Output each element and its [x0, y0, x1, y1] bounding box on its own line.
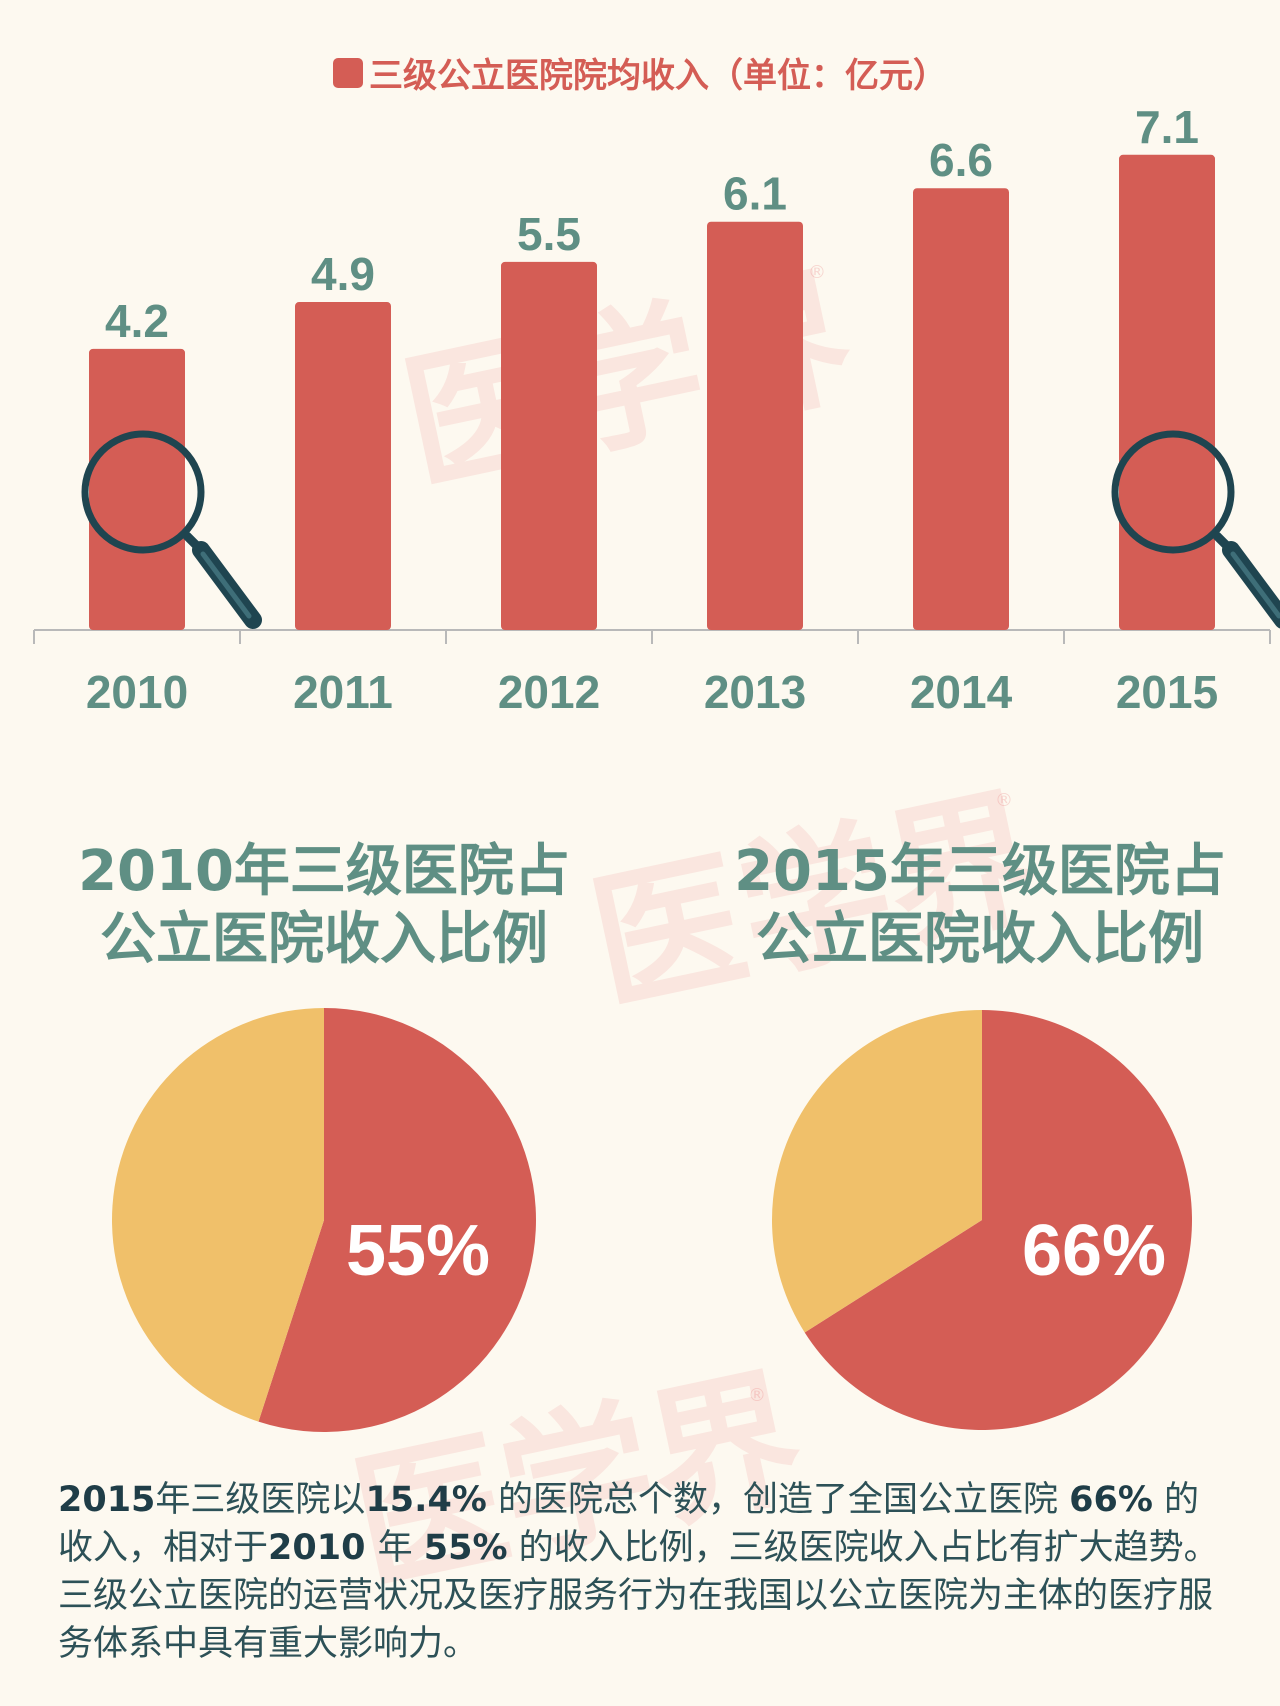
x-tick-label-2010: 2010: [86, 666, 188, 718]
data-label-2015: 7.1: [1135, 101, 1199, 153]
pie-2015-slice-label: 66%: [1022, 1211, 1166, 1291]
pie-title-2015: 2015年三级医院占 公立医院收入比例: [720, 838, 1240, 974]
pie-title-2015-line-2: 公立医院收入比例: [756, 907, 1204, 972]
footer-text-5: 的收入比例，三级医院收入占比有扩大趋势。三级公立医院的运营状况及医疗服务行为在我…: [58, 1528, 1219, 1664]
magnifier-icon-2010: [81, 430, 262, 629]
pie-chart-2010: 55%: [111, 1008, 536, 1432]
bar-2013: [707, 221, 803, 630]
footer-pct-15-4: 15.4%: [365, 1480, 487, 1520]
bar-2015: [1119, 154, 1215, 631]
x-tick-label-2014: 2014: [910, 666, 1013, 718]
footer-text-3: 的收入，相对于: [58, 1480, 1200, 1568]
pie-chart-2015: 66%: [772, 1010, 1192, 1430]
pie-2015-slice-2: [772, 1010, 982, 1333]
footer-year-2015: 2015: [58, 1480, 156, 1520]
pie-2015-slice-1: [804, 1010, 1192, 1430]
magnifier-icon-2015: [1111, 430, 1280, 629]
footer-paragraph: 2015年三级医院以15.4% 的医院总个数，创造了全国公立医院 66% 的收入…: [58, 1476, 1228, 1668]
pie-title-2010-line-1: 2010年三级医院占: [78, 839, 570, 904]
data-label-2014: 6.6: [929, 134, 993, 186]
pie-title-2010-line-2: 公立医院收入比例: [100, 907, 548, 972]
footer-text-1: 年三级医院以: [155, 1480, 366, 1520]
pie-2010-slice-1: [258, 1008, 536, 1432]
bar-2014: [913, 188, 1009, 631]
pie-2010-slice-2: [111, 1008, 324, 1422]
footer-text-2: 的医院总个数，创造了全国公立医院: [486, 1480, 1070, 1520]
footer-pct-55: 55%: [423, 1528, 508, 1568]
pie-title-2010: 2010年三级医院占 公立医院收入比例: [64, 838, 584, 974]
bar-2011: [295, 302, 391, 630]
watermark-mark-1: ®: [808, 262, 826, 283]
footer-text-4: 年: [377, 1528, 424, 1568]
x-tick-label-2011: 2011: [293, 666, 393, 718]
watermark-mark-3: ®: [748, 1385, 766, 1406]
x-tick-label-2012: 2012: [498, 666, 600, 718]
footer-year-2010: 2010: [268, 1528, 378, 1568]
legend-swatch: [333, 57, 363, 88]
watermark-mark-2: ®: [995, 790, 1013, 811]
data-label-2012: 5.5: [517, 208, 581, 260]
pie-title-2015-line-1: 2015年三级医院占: [734, 839, 1226, 904]
data-label-2010: 4.2: [105, 295, 169, 347]
bar-2010: [89, 348, 185, 630]
bar-chart: 4.2 2010 4.9 2011 5.5 2012 6.1 2013 6.6 2014 7.1 20…: [33, 101, 1280, 718]
x-tick-label-2013: 2013: [704, 666, 806, 718]
bar-chart-legend: 三级公立医院院均收入（单位：亿元）: [0, 48, 1280, 97]
bar-2012: [501, 261, 597, 630]
footer-pct-66: 66%: [1069, 1480, 1153, 1520]
data-label-2011: 4.9: [311, 248, 375, 300]
legend-label: 三级公立医院院均收入（单位：亿元）: [369, 56, 947, 96]
data-label-2013: 6.1: [723, 168, 787, 220]
pie-2010-slice-label: 55%: [346, 1211, 490, 1291]
x-tick-label-2015: 2015: [1116, 666, 1218, 718]
